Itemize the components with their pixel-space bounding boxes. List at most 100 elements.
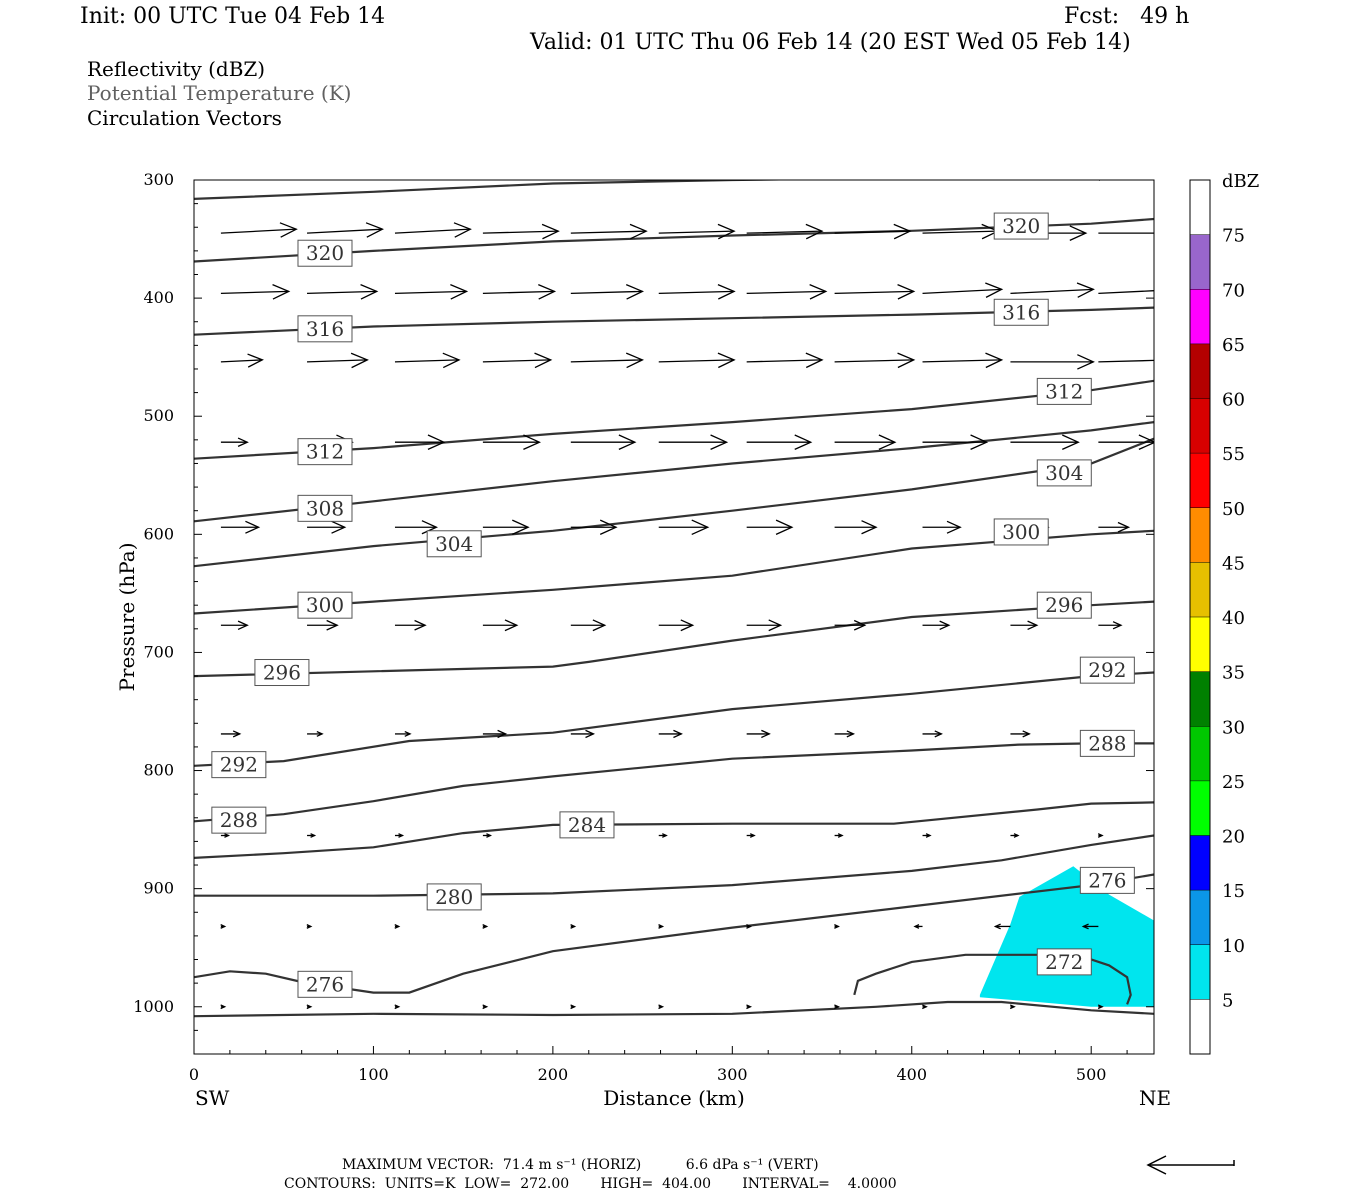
x-tick-label: 300 (717, 1065, 748, 1084)
circulation-vector (482, 434, 542, 450)
circulation-vector (922, 730, 943, 738)
contours-info-line: CONTOURS: UNITS=K LOW= 272.00 HIGH= 404.… (284, 1176, 897, 1192)
svg-text:312: 312 (1045, 379, 1083, 403)
colorbar-level-label: 40 (1222, 608, 1245, 629)
colorbar-bin (1190, 835, 1210, 891)
circulation-vector (482, 924, 489, 929)
y-tick-label: 500 (143, 406, 174, 425)
reflectivity-area-5-dbz (979, 866, 1154, 1007)
contour-label-312: 312 (297, 438, 353, 466)
colorbar-bin (1190, 617, 1210, 672)
circulation-vector (570, 729, 596, 739)
svg-text:280: 280 (435, 885, 473, 909)
colorbar-bin (1190, 343, 1210, 399)
y-tick-label: 300 (143, 170, 174, 189)
circulation-vector (570, 352, 645, 369)
circulation-vector (394, 924, 401, 929)
colorbar-bin (1190, 398, 1210, 454)
circulation-vector (658, 1004, 665, 1010)
circulation-vector (1098, 232, 1154, 234)
x-tick-label: 500 (1076, 1065, 1107, 1084)
colorbar-bin (1190, 562, 1210, 617)
circulation-vector (394, 730, 412, 737)
contour-line-999-14 (194, 1000, 1154, 1018)
circulation-vector (1010, 354, 1095, 370)
svg-text:300: 300 (1002, 520, 1040, 544)
colorbar-level-label: 65 (1222, 335, 1245, 356)
circulation-vector (394, 619, 427, 631)
contour-label-292: 292 (1079, 656, 1135, 684)
svg-text:304: 304 (435, 532, 473, 556)
svg-text:284: 284 (568, 813, 606, 837)
svg-text:320: 320 (306, 241, 344, 265)
circulation-vector (570, 223, 648, 240)
circulation-vector (834, 1004, 840, 1010)
circulation-vector (570, 924, 577, 929)
circulation-vector (746, 924, 753, 929)
y-tick-label: 1000 (133, 997, 174, 1016)
circulation-vector (482, 223, 560, 240)
circulation-vector (834, 833, 844, 838)
svg-text:316: 316 (1002, 300, 1040, 324)
field-potential-temperature: Potential Temperature (K) (87, 81, 352, 105)
circulation-vector (834, 223, 912, 240)
colorbar-bin (1190, 890, 1210, 945)
circulation-vector (482, 519, 530, 535)
contour-line-316-2 (194, 306, 1154, 336)
contour-label-304: 304 (1036, 459, 1092, 487)
circulation-vector (394, 1004, 401, 1010)
contour-label-284: 284 (559, 811, 615, 839)
contour-label-320: 320 (297, 239, 353, 267)
svg-text:304: 304 (1045, 461, 1083, 485)
circulation-vector (220, 620, 249, 631)
contour-line-320-1 (194, 217, 1154, 263)
contour-line-284-10 (194, 801, 1154, 859)
circulation-vector (658, 833, 668, 838)
x-tick-label: 400 (896, 1065, 927, 1084)
svg-text:320: 320 (1002, 214, 1040, 238)
colorbar-bin (1190, 507, 1210, 563)
circulation-vector (922, 282, 1004, 298)
circulation-vector (1010, 282, 1095, 298)
circulation-vector (746, 833, 756, 838)
circulation-vector (913, 924, 923, 929)
contour-label-316: 316 (297, 315, 353, 343)
contour-label-312: 312 (1036, 377, 1092, 405)
circulation-vector (1097, 833, 1104, 838)
circulation-vector (1098, 434, 1154, 450)
contour-line-308-4 (194, 421, 1154, 523)
colorbar-level-label: 30 (1222, 717, 1245, 738)
colorbar-bin (1190, 780, 1210, 836)
contour-label-layer: 320 320 316 316 312 312 308 304 304 300 300 296 296 2… (211, 212, 1135, 998)
x-tick-label: 0 (189, 1065, 199, 1084)
colorbar-level-label: 50 (1222, 499, 1245, 520)
field-reflectivity: Reflectivity (dBZ) (87, 57, 266, 81)
colorbar-level-label: 10 (1222, 936, 1245, 957)
circulation-vector (993, 923, 1011, 930)
circulation-vector (1010, 833, 1020, 838)
circulation-vector (1010, 730, 1031, 738)
circulation-vector (922, 352, 1004, 369)
circulation-vector (1098, 359, 1154, 363)
circulation-vector (658, 924, 665, 929)
contour-line-276-12 (194, 873, 1154, 994)
circulation-vector (658, 729, 683, 739)
contour-label-300: 300 (993, 518, 1049, 546)
circulation-vector (307, 284, 379, 300)
contour-label-320: 320 (993, 212, 1049, 240)
y-tick-label: 400 (143, 288, 174, 307)
circulation-vector (922, 1004, 928, 1010)
circulation-vector (922, 520, 962, 534)
colorbar-bin (1190, 671, 1210, 727)
circulation-vector (658, 619, 695, 632)
y-tick-label: 800 (143, 761, 174, 780)
circulation-vector (658, 284, 736, 300)
contour-label-288: 288 (1079, 729, 1135, 757)
valid-time: Valid: 01 UTC Thu 06 Feb 14 (20 EST Wed … (530, 30, 1131, 55)
circulation-vector (220, 437, 249, 447)
circulation-vector (394, 434, 446, 450)
circulation-vector (482, 1004, 489, 1010)
circulation-vector (307, 730, 324, 737)
circulation-vector (307, 222, 384, 238)
